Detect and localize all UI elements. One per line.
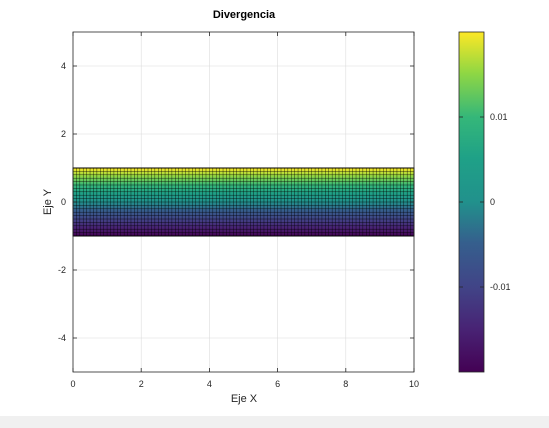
x-tick-label: 6: [275, 379, 280, 389]
y-tick-label: 4: [61, 61, 66, 71]
x-axis-label: Eje X: [231, 393, 258, 405]
y-tick-label: -4: [58, 333, 66, 343]
plot-area: 0 2 4 6 8 10 -4 -2 0 2 4: [58, 31, 419, 389]
y-tick-label: -2: [58, 265, 66, 275]
chart-title: Divergencia: [213, 9, 276, 21]
y-tick-label: 2: [61, 129, 66, 139]
colorbar-tick-label: -0.01: [490, 282, 511, 292]
x-tick-label: 10: [409, 379, 419, 389]
colorbar: -0.01 0 0.01: [458, 31, 511, 373]
x-tick-label: 2: [139, 379, 144, 389]
surface-mesh: [72, 167, 415, 237]
x-tick-label: 4: [207, 379, 212, 389]
colorbar-tick-label: 0.01: [490, 112, 508, 122]
x-ticks: 0 2 4 6 8 10: [70, 32, 419, 389]
x-tick-label: 8: [343, 379, 348, 389]
colorbar-ticks: -0.01 0 0.01: [459, 112, 511, 292]
y-ticks: -4 -2 0 2 4: [58, 61, 414, 343]
colorbar-tick-label: 0: [490, 197, 495, 207]
x-tick-label: 0: [70, 379, 75, 389]
status-bar: [0, 416, 549, 428]
y-tick-label: 0: [61, 197, 66, 207]
divergence-surface: [72, 167, 415, 237]
y-axis-label: Eje Y: [42, 188, 54, 215]
